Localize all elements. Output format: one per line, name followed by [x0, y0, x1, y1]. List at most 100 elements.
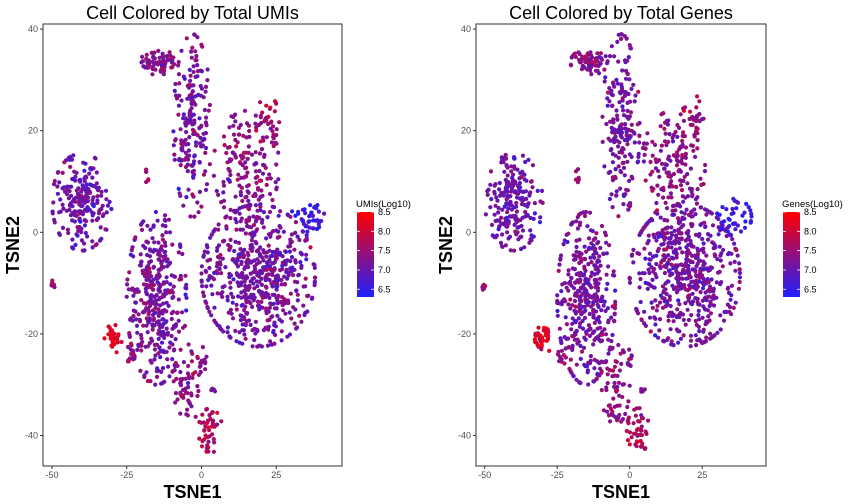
point: [275, 247, 280, 252]
point: [562, 297, 567, 302]
legend-title: UMIs(Log10): [356, 199, 411, 210]
point: [661, 290, 666, 295]
legend-tick-label: 8.5: [804, 207, 817, 217]
point: [177, 156, 182, 161]
point: [530, 163, 536, 168]
point: [272, 341, 277, 346]
point: [186, 375, 192, 380]
point: [305, 293, 310, 299]
point: [610, 345, 615, 350]
point: [307, 214, 312, 219]
point: [225, 330, 230, 335]
point: [233, 119, 238, 124]
legend-tick-label: 7.5: [378, 246, 391, 256]
point: [582, 315, 588, 320]
point: [734, 247, 739, 252]
point: [207, 274, 212, 279]
point: [228, 335, 233, 340]
point: [58, 197, 63, 202]
point: [597, 254, 602, 259]
point: [706, 314, 711, 319]
point: [158, 267, 163, 272]
point: [290, 265, 295, 270]
point: [666, 318, 671, 323]
point: [133, 290, 138, 295]
point: [249, 242, 254, 247]
point: [717, 244, 722, 249]
point: [267, 305, 272, 310]
point: [615, 388, 620, 393]
point: [243, 174, 248, 179]
point: [91, 195, 96, 200]
point: [502, 190, 507, 195]
point: [139, 227, 145, 232]
point: [177, 191, 182, 196]
point: [695, 246, 700, 251]
point: [684, 276, 689, 281]
point: [76, 194, 81, 199]
point: [607, 99, 612, 104]
point: [131, 293, 136, 298]
point: [203, 84, 209, 89]
point: [605, 281, 610, 286]
point: [594, 376, 599, 381]
point: [207, 265, 212, 271]
point: [602, 67, 607, 72]
point: [705, 232, 711, 237]
point: [245, 250, 250, 255]
point: [613, 303, 618, 308]
point: [557, 326, 563, 331]
point: [596, 63, 601, 68]
point: [598, 263, 603, 268]
point: [732, 198, 737, 203]
point: [648, 159, 653, 165]
point: [681, 130, 686, 135]
point: [251, 193, 256, 199]
point: [230, 300, 235, 305]
point: [205, 304, 210, 310]
point: [257, 151, 263, 156]
point: [138, 332, 144, 338]
point: [65, 227, 70, 232]
point: [637, 232, 642, 238]
point: [267, 295, 272, 300]
point: [246, 318, 252, 323]
point: [613, 167, 618, 172]
point: [585, 368, 591, 373]
point: [694, 201, 700, 206]
point: [193, 74, 198, 79]
point: [270, 314, 275, 319]
point: [245, 261, 250, 266]
point: [587, 311, 592, 317]
y-tick-label: -40: [25, 431, 38, 441]
point: [582, 244, 587, 249]
point: [224, 224, 229, 229]
point: [632, 140, 637, 145]
point: [623, 76, 629, 81]
point: [626, 399, 631, 404]
point: [203, 268, 208, 273]
point: [593, 267, 598, 272]
point: [595, 288, 601, 293]
point: [627, 357, 632, 362]
point: [227, 275, 232, 280]
point: [189, 393, 194, 398]
point: [658, 293, 664, 298]
point: [152, 247, 157, 252]
point: [150, 236, 155, 241]
point: [157, 55, 162, 60]
point: [228, 172, 233, 178]
point: [693, 154, 698, 159]
point: [701, 246, 706, 251]
point: [156, 331, 161, 336]
point: [195, 63, 200, 68]
point: [110, 335, 115, 340]
point: [233, 216, 238, 222]
point: [719, 251, 724, 256]
point: [271, 301, 276, 306]
point: [203, 187, 209, 192]
point: [150, 59, 155, 64]
point: [698, 176, 703, 181]
point: [193, 370, 198, 375]
point: [735, 253, 740, 258]
